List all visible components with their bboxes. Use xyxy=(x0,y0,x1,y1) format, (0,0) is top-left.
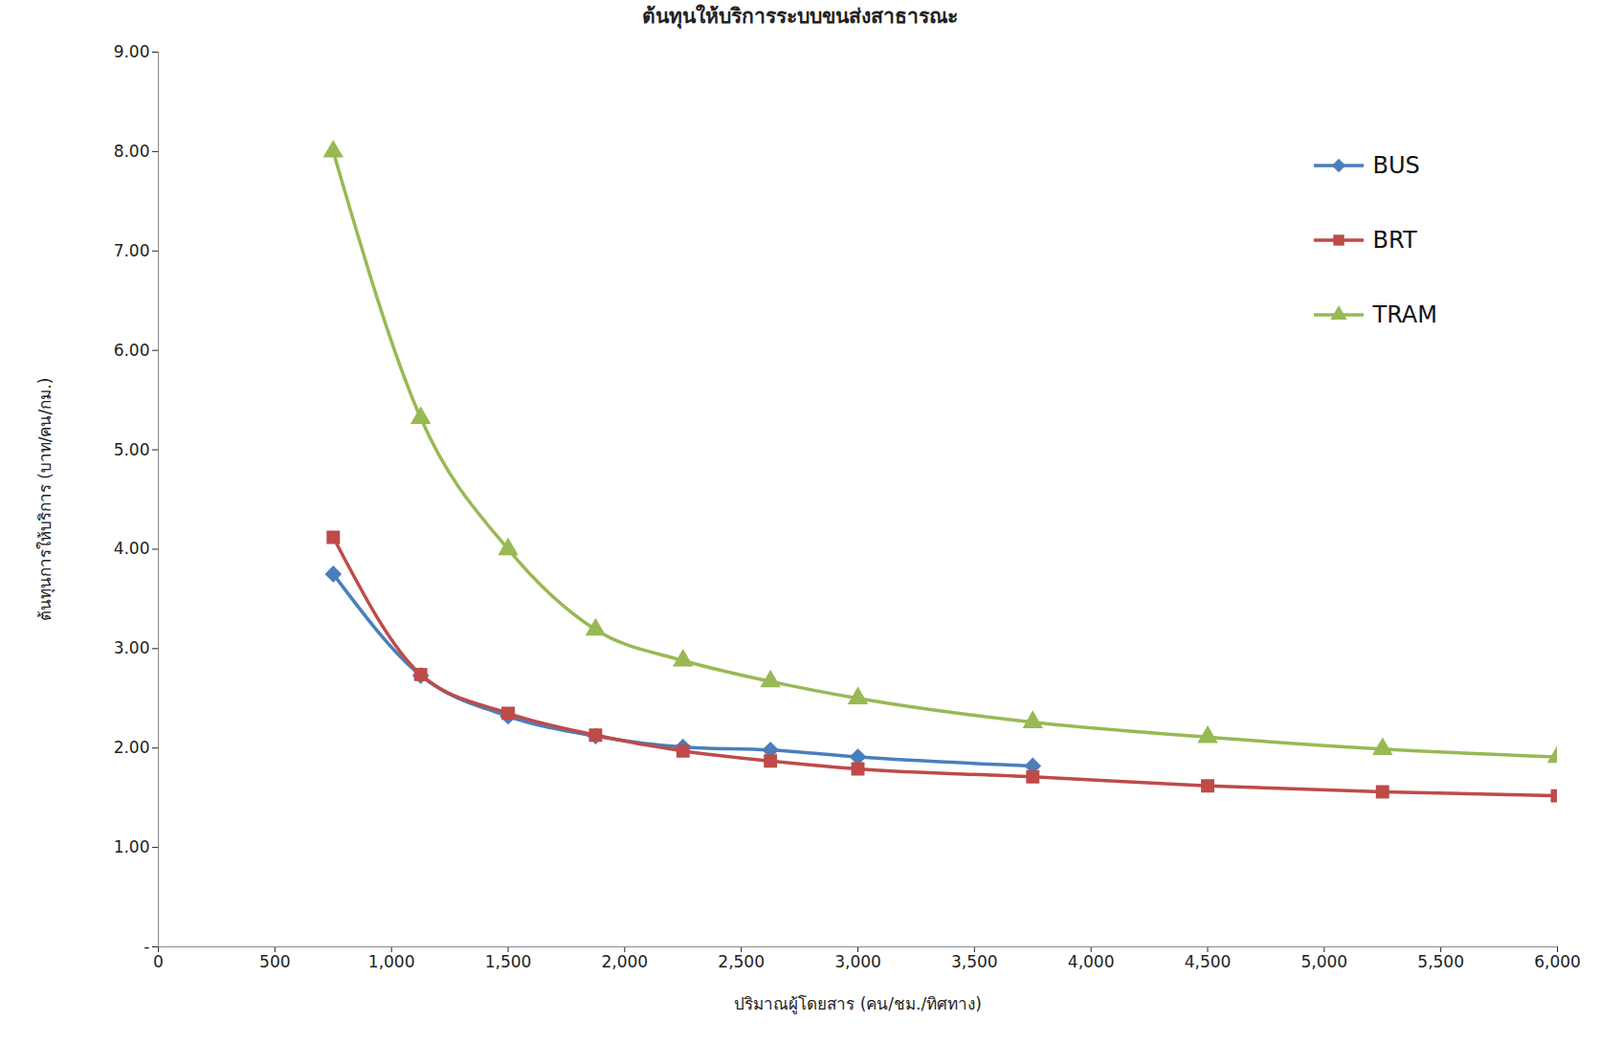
svg-text:1,500: 1,500 xyxy=(485,952,533,972)
svg-text:3,000: 3,000 xyxy=(834,952,882,972)
html-text:BUS: BUS xyxy=(1372,152,1420,179)
html-text:ต้นทุนให้บริการระบบขนส่งสาธารณ: ต้นทุนให้บริการระบบขนส่งสาธารณะ xyxy=(642,4,958,28)
svg-text:4,500: 4,500 xyxy=(1184,952,1232,972)
svg-text:1,000: 1,000 xyxy=(368,952,416,972)
svg-text:1.00: 1.00 xyxy=(113,837,151,857)
svg-text:7.00: 7.00 xyxy=(113,241,151,261)
svg-text:ต้นทุนการให้บริการ (บาท/คน/กม.: ต้นทุนการให้บริการ (บาท/คน/กม.) xyxy=(35,377,56,623)
svg-text:-: - xyxy=(143,936,150,956)
svg-text:0: 0 xyxy=(153,952,164,972)
html-text:TRAM: TRAM xyxy=(1372,301,1438,329)
svg-text:4.00: 4.00 xyxy=(113,538,151,558)
svg-text:3.00: 3.00 xyxy=(113,638,151,658)
svg-text:500: 500 xyxy=(259,952,290,972)
svg-text:2,500: 2,500 xyxy=(717,952,765,972)
svg-text:2.00: 2.00 xyxy=(113,737,151,757)
svg-text:5,500: 5,500 xyxy=(1417,952,1465,972)
svg-text:9.00: 9.00 xyxy=(113,42,151,62)
svg-text:ปริมาณผู้โดยสาร (คน/ชม./ทิศทาง: ปริมาณผู้โดยสาร (คน/ชม./ทิศทาง) xyxy=(733,994,982,1015)
svg-text:8.00: 8.00 xyxy=(113,141,151,161)
svg-text:5,000: 5,000 xyxy=(1300,952,1348,972)
svg-text:3,500: 3,500 xyxy=(951,952,999,972)
svg-text:4,000: 4,000 xyxy=(1067,952,1115,972)
svg-text:2,000: 2,000 xyxy=(600,952,648,972)
svg-text:5.00: 5.00 xyxy=(113,439,151,459)
svg-text:6.00: 6.00 xyxy=(113,340,151,360)
html-text:BRT: BRT xyxy=(1372,226,1417,254)
svg-text:6,000: 6,000 xyxy=(1533,952,1581,972)
